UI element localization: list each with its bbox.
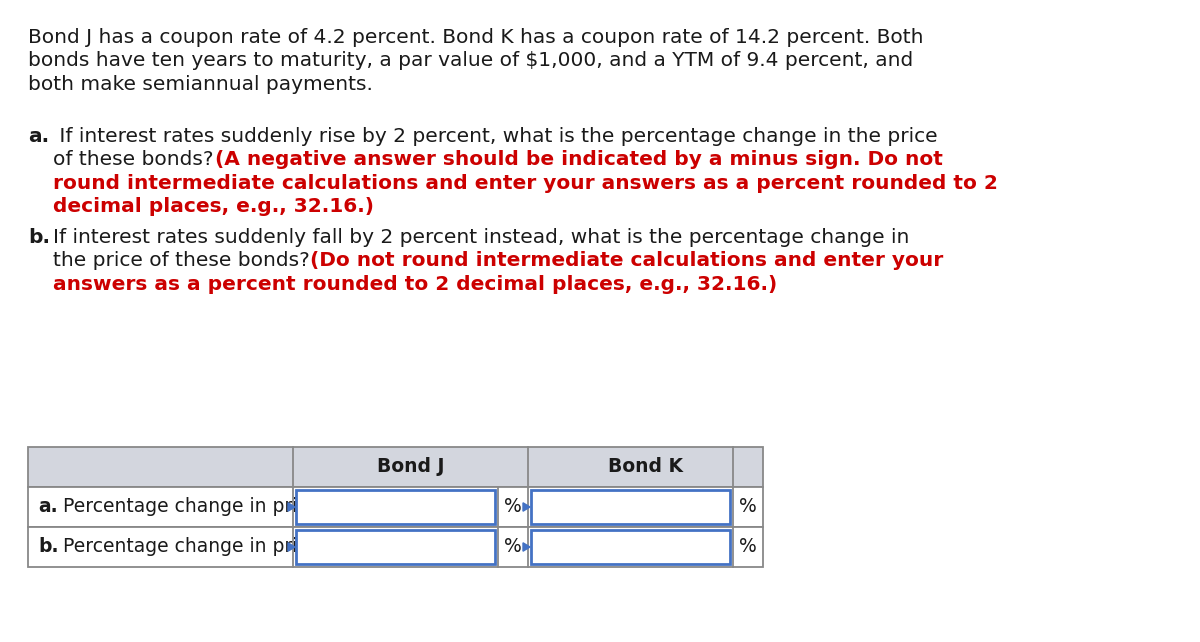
Text: If interest rates suddenly rise by 2 percent, what is the percentage change in t: If interest rates suddenly rise by 2 per… xyxy=(53,126,937,146)
Polygon shape xyxy=(288,503,295,511)
Text: decimal places, e.g., 32.16.): decimal places, e.g., 32.16.) xyxy=(53,197,374,216)
Text: If interest rates suddenly fall by 2 percent instead, what is the percentage cha: If interest rates suddenly fall by 2 per… xyxy=(53,228,910,247)
Text: b.: b. xyxy=(28,228,50,247)
Text: of these bonds?: of these bonds? xyxy=(53,150,220,169)
Text: Bond J: Bond J xyxy=(377,458,444,476)
Text: %: % xyxy=(504,498,522,517)
Text: (A negative answer should be indicated by a minus sign. Do not: (A negative answer should be indicated b… xyxy=(215,150,943,169)
Text: (Do not round intermediate calculations and enter your: (Do not round intermediate calculations … xyxy=(310,251,943,270)
Text: Bond J has a coupon rate of 4.2 percent. Bond K has a coupon rate of 14.2 percen: Bond J has a coupon rate of 4.2 percent.… xyxy=(28,28,924,47)
Text: %: % xyxy=(739,498,757,517)
Text: Percentage change in price: Percentage change in price xyxy=(64,537,319,557)
Polygon shape xyxy=(523,503,530,511)
Text: both make semiannual payments.: both make semiannual payments. xyxy=(28,75,373,94)
Bar xyxy=(28,527,763,567)
Bar xyxy=(28,447,763,487)
Polygon shape xyxy=(288,542,295,551)
Bar xyxy=(296,530,496,564)
Text: the price of these bonds?: the price of these bonds? xyxy=(53,251,316,270)
Bar xyxy=(530,530,730,564)
Bar xyxy=(530,490,730,524)
Text: answers as a percent rounded to 2 decimal places, e.g., 32.16.): answers as a percent rounded to 2 decima… xyxy=(53,275,778,294)
Text: Percentage change in price: Percentage change in price xyxy=(64,498,319,517)
Text: round intermediate calculations and enter your answers as a percent rounded to 2: round intermediate calculations and ente… xyxy=(53,174,998,193)
Polygon shape xyxy=(523,542,530,551)
Text: a.: a. xyxy=(28,126,49,146)
Text: b.: b. xyxy=(38,537,59,557)
Text: a.: a. xyxy=(38,498,58,517)
Text: %: % xyxy=(504,537,522,557)
Text: bonds have ten years to maturity, a par value of $1,000, and a YTM of 9.4 percen: bonds have ten years to maturity, a par … xyxy=(28,51,913,71)
Text: Bond K: Bond K xyxy=(608,458,683,476)
Bar xyxy=(296,490,496,524)
Text: %: % xyxy=(739,537,757,557)
Bar xyxy=(28,487,763,527)
